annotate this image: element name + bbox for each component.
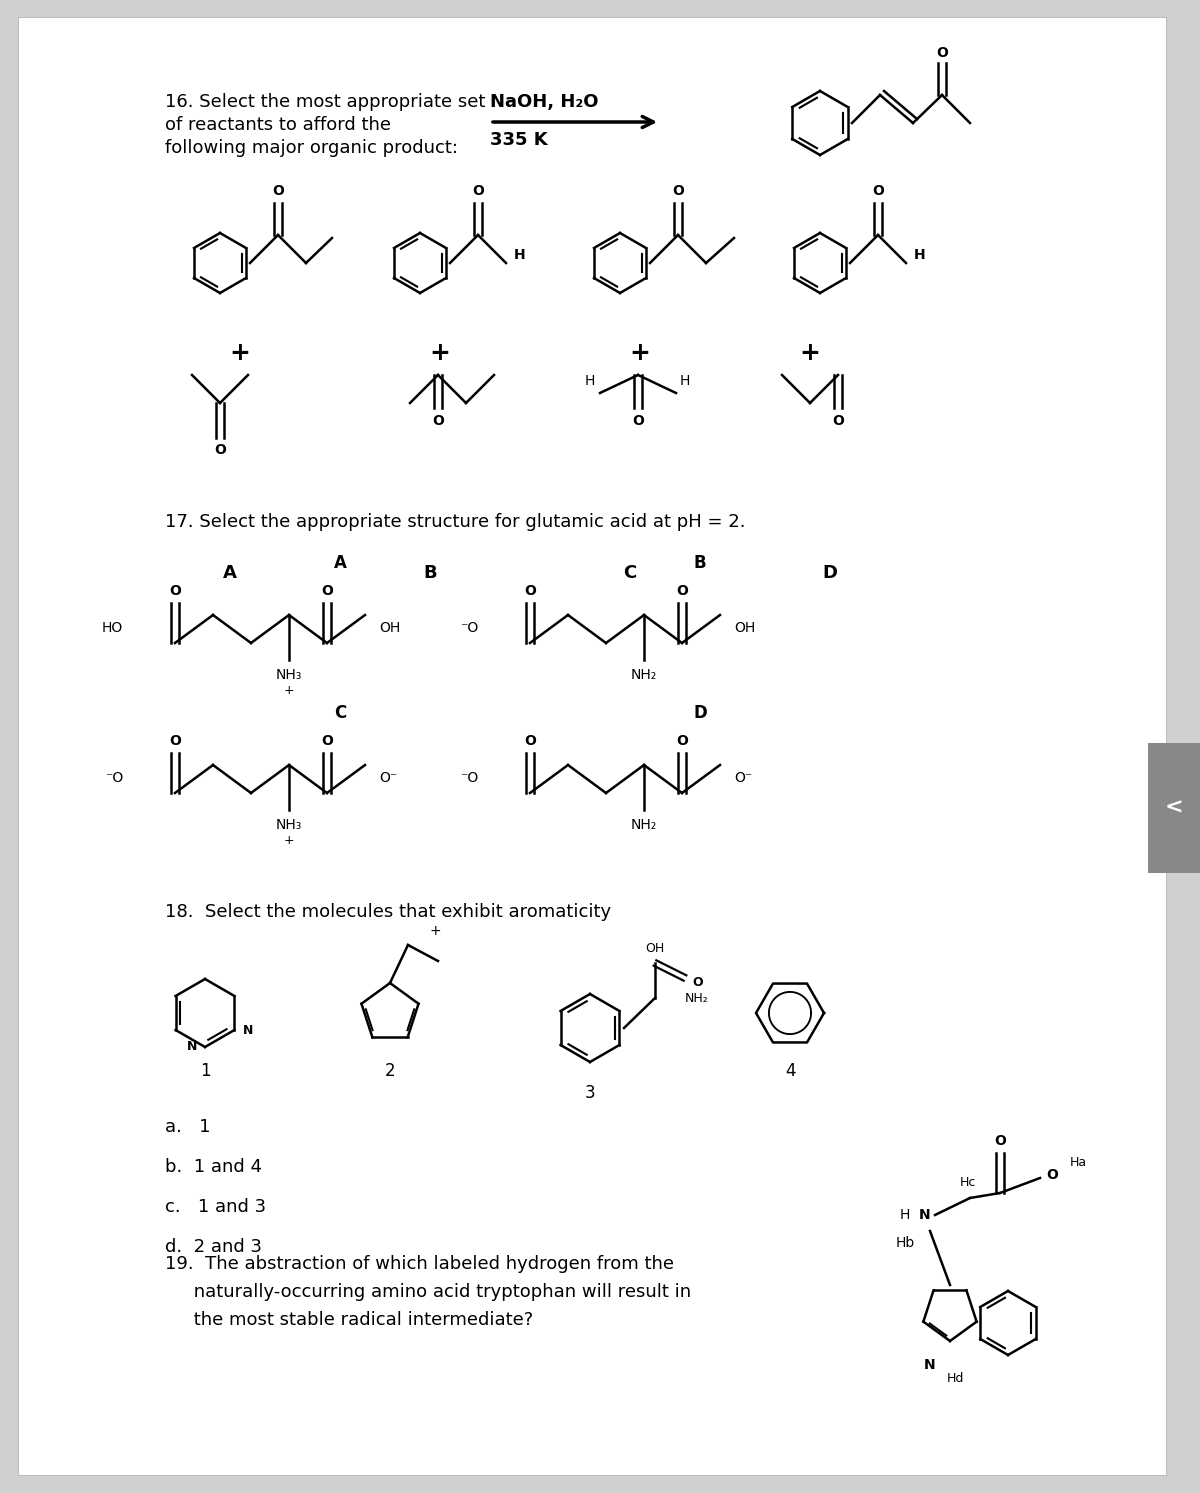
Text: 3: 3 [584,1084,595,1102]
Text: Hd: Hd [947,1372,964,1384]
Text: OH: OH [734,621,755,635]
Text: d.  2 and 3: d. 2 and 3 [166,1238,262,1256]
Text: O: O [214,443,226,457]
Text: NH₂: NH₂ [685,991,709,1005]
Text: NH₃: NH₃ [276,818,302,832]
Text: of reactants to afford the: of reactants to afford the [166,116,391,134]
Text: O⁻: O⁻ [379,770,397,785]
Text: O: O [632,414,644,428]
Text: 16. Select the most appropriate set: 16. Select the most appropriate set [166,93,485,110]
Text: O: O [472,184,484,199]
Text: O: O [169,735,181,748]
Text: O: O [994,1135,1006,1148]
Text: N: N [242,1024,253,1036]
Text: O: O [432,414,444,428]
Text: NaOH, H₂O: NaOH, H₂O [490,93,599,110]
Text: C: C [334,705,346,723]
Text: +: + [229,340,251,364]
Text: ⁻O: ⁻O [460,770,478,785]
Bar [1148,744,1200,873]
Text: O: O [322,735,332,748]
Text: O: O [872,184,884,199]
Text: +: + [430,340,450,364]
Text: O⁻: O⁻ [734,770,752,785]
Text: D: D [694,705,707,723]
Text: O: O [169,584,181,599]
Text: O: O [676,584,688,599]
Text: O: O [692,975,703,988]
Text: A: A [334,554,347,572]
Text: N: N [187,1041,197,1054]
Text: a.   1: a. 1 [166,1118,210,1136]
Text: the most stable radical intermediate?: the most stable radical intermediate? [166,1311,533,1329]
Text: +: + [283,684,294,697]
Text: C: C [623,564,637,582]
Text: +: + [430,924,440,938]
Text: B: B [424,564,437,582]
Text: following major organic product:: following major organic product: [166,139,458,157]
Text: c.   1 and 3: c. 1 and 3 [166,1197,266,1215]
Text: <: < [1165,797,1183,818]
Text: D: D [822,564,838,582]
Text: O: O [272,184,284,199]
Text: NH₂: NH₂ [631,818,658,832]
Text: +: + [283,833,294,847]
Text: H: H [680,375,690,388]
Text: O: O [524,735,536,748]
Text: B: B [694,554,707,572]
Text: naturally-occurring amino acid tryptophan will result in: naturally-occurring amino acid tryptopha… [166,1282,691,1300]
Text: O: O [322,584,332,599]
Text: Hc: Hc [960,1176,976,1190]
Text: H: H [584,375,595,388]
Text: OH: OH [646,942,665,954]
Text: NH₃: NH₃ [276,667,302,682]
Text: b.  1 and 4: b. 1 and 4 [166,1159,262,1176]
Text: N: N [924,1359,936,1372]
Text: 19.  The abstraction of which labeled hydrogen from the: 19. The abstraction of which labeled hyd… [166,1256,674,1274]
Text: ⁻O: ⁻O [104,770,124,785]
Text: NH₂: NH₂ [631,667,658,682]
Text: H: H [914,248,926,261]
Text: 17. Select the appropriate structure for glutamic acid at pH = 2.: 17. Select the appropriate structure for… [166,514,745,532]
Text: OH: OH [379,621,401,635]
Text: 335 K: 335 K [490,131,547,149]
Text: 1: 1 [199,1062,210,1079]
Text: A: A [223,564,236,582]
Text: +: + [799,340,821,364]
Text: 18.  Select the molecules that exhibit aromaticity: 18. Select the molecules that exhibit ar… [166,903,611,921]
Text: Ha: Ha [1069,1157,1086,1169]
Text: Hb: Hb [895,1236,914,1250]
Text: 2: 2 [385,1062,395,1079]
Text: N: N [919,1208,931,1221]
Text: O: O [1046,1168,1058,1182]
Text: O: O [936,46,948,60]
Text: +: + [630,340,650,364]
Text: H: H [900,1208,910,1221]
Text: O: O [676,735,688,748]
Text: HO: HO [102,621,124,635]
Text: 4: 4 [785,1062,796,1079]
Text: H: H [514,248,526,261]
Text: O: O [832,414,844,428]
Text: O: O [672,184,684,199]
Text: ⁻O: ⁻O [460,621,478,635]
Text: O: O [524,584,536,599]
